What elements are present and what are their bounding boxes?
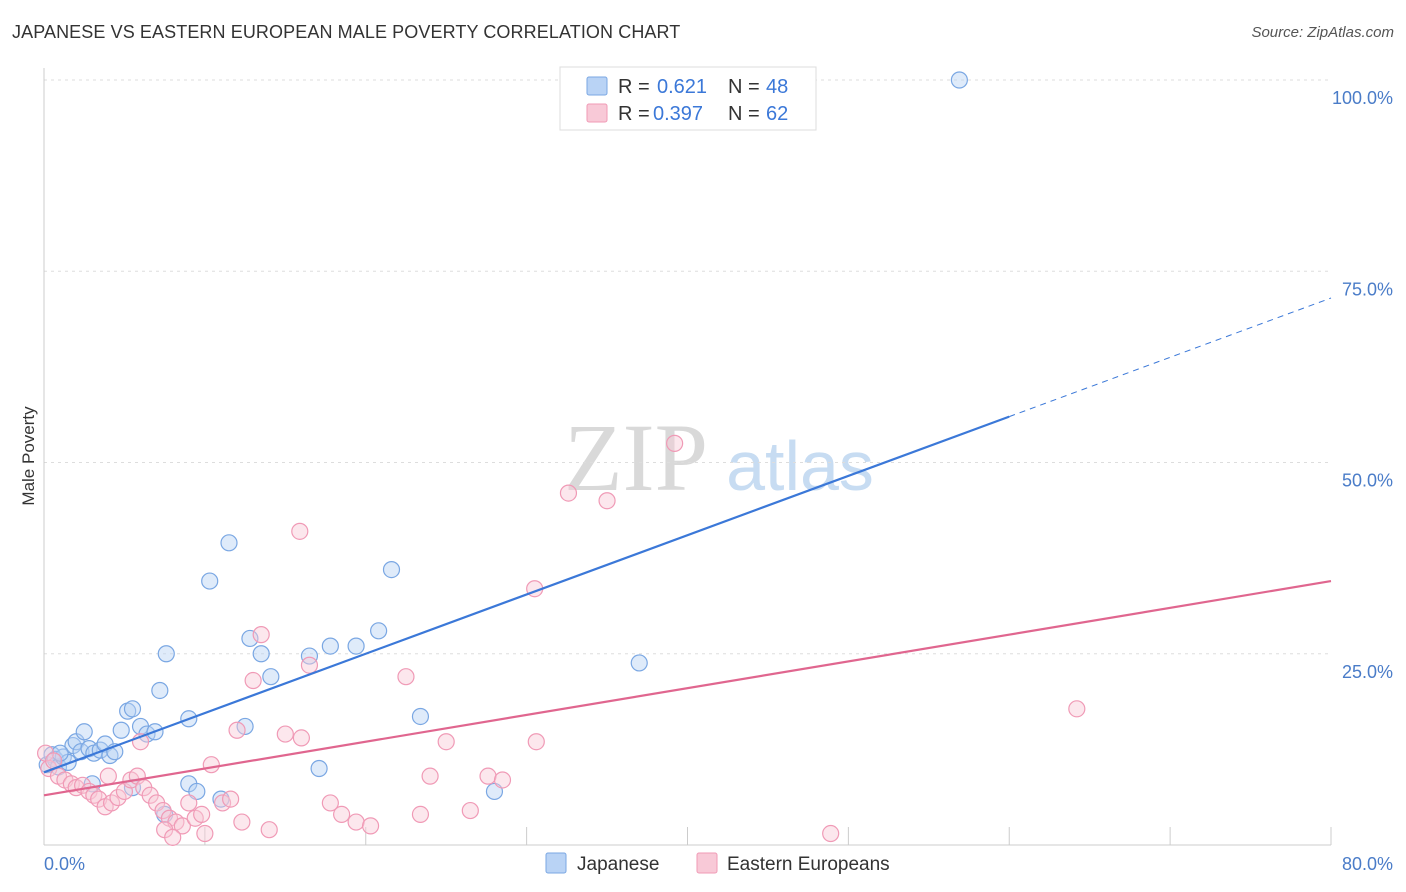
legend-r-value-1: 0.621 (657, 76, 707, 98)
point-eastern-europeans (493, 771, 512, 789)
point-eastern-europeans (300, 656, 319, 674)
y-tick-label: 50.0% (1342, 471, 1393, 491)
watermark-atlas: atlas (726, 427, 874, 505)
trend-line-japanese (43, 415, 1010, 774)
point-eastern-europeans (196, 824, 214, 843)
grid-lines (44, 79, 1331, 655)
point-eastern-europeans (321, 794, 339, 812)
point-japanese (112, 721, 130, 739)
point-eastern-europeans (1068, 700, 1086, 718)
trend-line-eastern-europeans (43, 579, 1332, 797)
y-axis-tick-labels: 25.0% 50.0% 75.0% 100.0% (1332, 88, 1393, 682)
y-tick-label: 100.0% (1332, 88, 1393, 108)
point-eastern-europeans (421, 767, 439, 785)
point-japanese (75, 723, 93, 741)
chart-title: JAPANESE VS EASTERN EUROPEAN MALE POVERT… (12, 22, 681, 42)
point-japanese (123, 700, 142, 718)
legend-r-label-2: R = (618, 103, 650, 125)
point-japanese (262, 668, 280, 686)
series-eastern-europeans-points (37, 434, 1086, 846)
legend-n-value-2: 62 (766, 103, 788, 125)
point-eastern-europeans (666, 434, 684, 452)
point-eastern-europeans (260, 821, 278, 839)
point-japanese (157, 645, 175, 663)
legend-swatch-japanese (586, 76, 608, 96)
point-eastern-europeans (164, 828, 182, 846)
watermark-zip: ZIP (564, 404, 708, 511)
point-eastern-europeans (411, 805, 430, 824)
x-tick-label-max: 80.0% (1342, 854, 1393, 874)
point-eastern-europeans (222, 790, 240, 808)
point-japanese (300, 647, 319, 665)
point-japanese (382, 560, 401, 579)
point-eastern-europeans (527, 733, 545, 751)
legend-r-value-2: 0.397 (653, 103, 703, 125)
point-japanese (252, 645, 270, 663)
x-tick-label-min: 0.0% (44, 854, 85, 874)
y-axis-title: Male Poverty (19, 406, 38, 506)
point-eastern-europeans (202, 756, 220, 774)
point-eastern-europeans (99, 767, 117, 785)
point-eastern-europeans (213, 794, 232, 812)
point-japanese (201, 572, 219, 590)
bottom-legend-swatch-eastern-europeans (696, 852, 718, 874)
legend-swatch-eastern-europeans (586, 103, 608, 123)
point-japanese (241, 629, 259, 648)
legend-n-label-2: N = (728, 103, 760, 125)
point-japanese (151, 681, 169, 700)
point-eastern-europeans (233, 813, 251, 831)
correlation-legend: R = 0.621 N = 48 R = 0.397 N = 62 (559, 66, 817, 131)
point-eastern-europeans (437, 733, 455, 751)
x-axis-ticks (204, 827, 1332, 845)
bottom-legend-label-eastern-europeans: Eastern Europeans (727, 854, 890, 875)
point-eastern-europeans (276, 725, 294, 743)
point-eastern-europeans (180, 794, 198, 812)
point-eastern-europeans (228, 721, 246, 739)
point-eastern-europeans (559, 484, 578, 502)
point-eastern-europeans (292, 729, 310, 747)
point-eastern-europeans (193, 805, 211, 824)
point-eastern-europeans (598, 492, 616, 510)
point-eastern-europeans (291, 522, 309, 540)
legend-n-label-1: N = (728, 76, 760, 98)
point-japanese (220, 534, 238, 552)
trend-line-japanese-extension (1009, 297, 1332, 418)
point-eastern-europeans (244, 671, 262, 690)
trend-lines (43, 297, 1332, 797)
point-eastern-europeans (822, 824, 840, 843)
point-japanese (236, 717, 254, 736)
point-eastern-europeans (479, 767, 497, 785)
source-credit: Source: ZipAtlas.com (1251, 24, 1394, 41)
bottom-legend-swatch-japanese (545, 852, 567, 874)
point-eastern-europeans (333, 805, 351, 824)
point-eastern-europeans (173, 817, 191, 835)
legend-r-label-1: R = (618, 76, 650, 98)
watermark: ZIP atlas (564, 404, 874, 511)
bottom-legend-label-japanese: Japanese (577, 854, 659, 875)
point-eastern-europeans (252, 626, 270, 644)
point-japanese (630, 654, 648, 672)
legend-n-value-1: 48 (766, 76, 788, 98)
point-japanese (310, 759, 328, 778)
point-japanese (347, 637, 365, 655)
point-eastern-europeans (361, 817, 380, 835)
point-eastern-europeans (397, 668, 415, 686)
point-eastern-europeans (109, 788, 127, 807)
y-tick-label: 25.0% (1342, 662, 1393, 682)
point-eastern-europeans (461, 801, 479, 820)
series-legend: Japanese Eastern Europeans (545, 852, 890, 875)
point-eastern-europeans (347, 813, 365, 831)
point-japanese (950, 71, 968, 89)
point-japanese (370, 622, 388, 640)
point-japanese (411, 707, 430, 726)
point-japanese (321, 637, 339, 655)
y-tick-label: 75.0% (1342, 279, 1393, 299)
